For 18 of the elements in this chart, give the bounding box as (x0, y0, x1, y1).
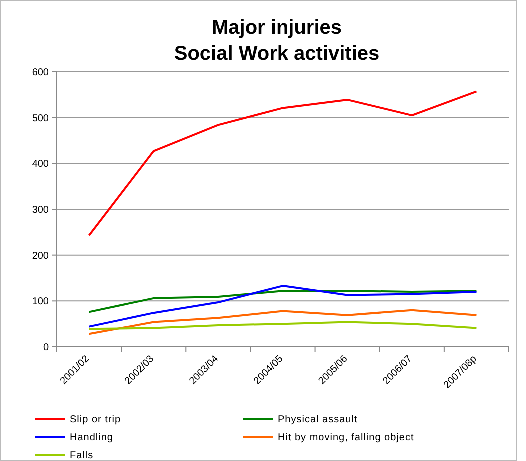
y-tick-label: 600 (32, 68, 50, 78)
line-series (88, 321, 478, 330)
legend-label: Physical assault (278, 414, 358, 426)
line-series (88, 309, 478, 336)
line-series (88, 285, 478, 328)
line-series (88, 290, 478, 314)
y-tick-label: 200 (32, 250, 50, 262)
y-tick-label: 300 (32, 205, 50, 216)
line-series (88, 90, 478, 237)
y-tick-label: 400 (32, 159, 50, 170)
legend-label: Falls (70, 450, 94, 461)
y-tick-label: 100 (32, 296, 50, 308)
y-tick-label: 0 (43, 342, 50, 354)
chart-title: Major injuries Social Work activities (174, 17, 380, 65)
legend-label: Handling (70, 432, 114, 444)
legend-label: Hit by moving, falling object (278, 432, 414, 444)
y-tick-label: 500 (32, 113, 50, 124)
legend-label: Slip or trip (70, 414, 122, 426)
